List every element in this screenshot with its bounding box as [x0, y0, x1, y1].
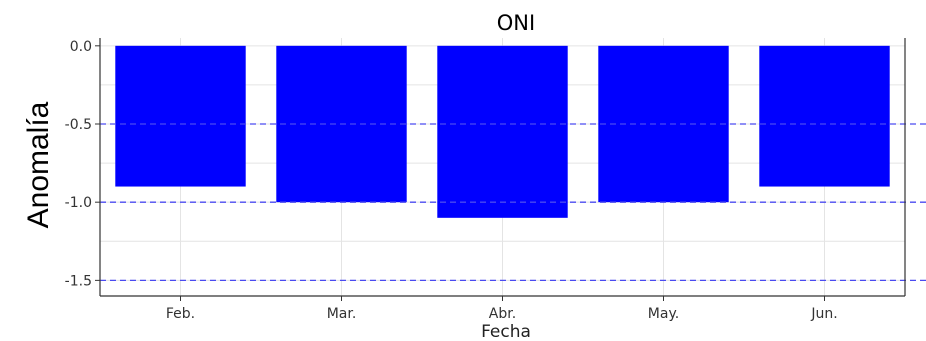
plot-area: 0.0 -0.5 -1.0 -1.5 Feb. Mar. Abr. May. Jun. — [65, 38, 926, 322]
chart-title: ONI — [497, 11, 535, 35]
y-tick-label: -1.5 — [65, 273, 92, 289]
x-tick-label: Mar. — [327, 306, 357, 322]
bar-feb — [115, 45, 246, 187]
bar-jun — [759, 45, 890, 187]
x-axis-label: Fecha — [481, 322, 531, 341]
y-tick-label: 0.0 — [70, 39, 92, 55]
x-tick-label: Jun. — [810, 306, 837, 322]
y-tick-label: -1.0 — [65, 195, 92, 211]
y-tick-label: -0.5 — [65, 117, 92, 133]
x-tick-label: Feb. — [166, 306, 195, 322]
x-tick-label: May. — [648, 306, 679, 322]
y-axis-label: Anomalía — [22, 101, 55, 228]
bar-abr — [437, 45, 568, 218]
x-tick-label: Abr. — [489, 306, 516, 322]
